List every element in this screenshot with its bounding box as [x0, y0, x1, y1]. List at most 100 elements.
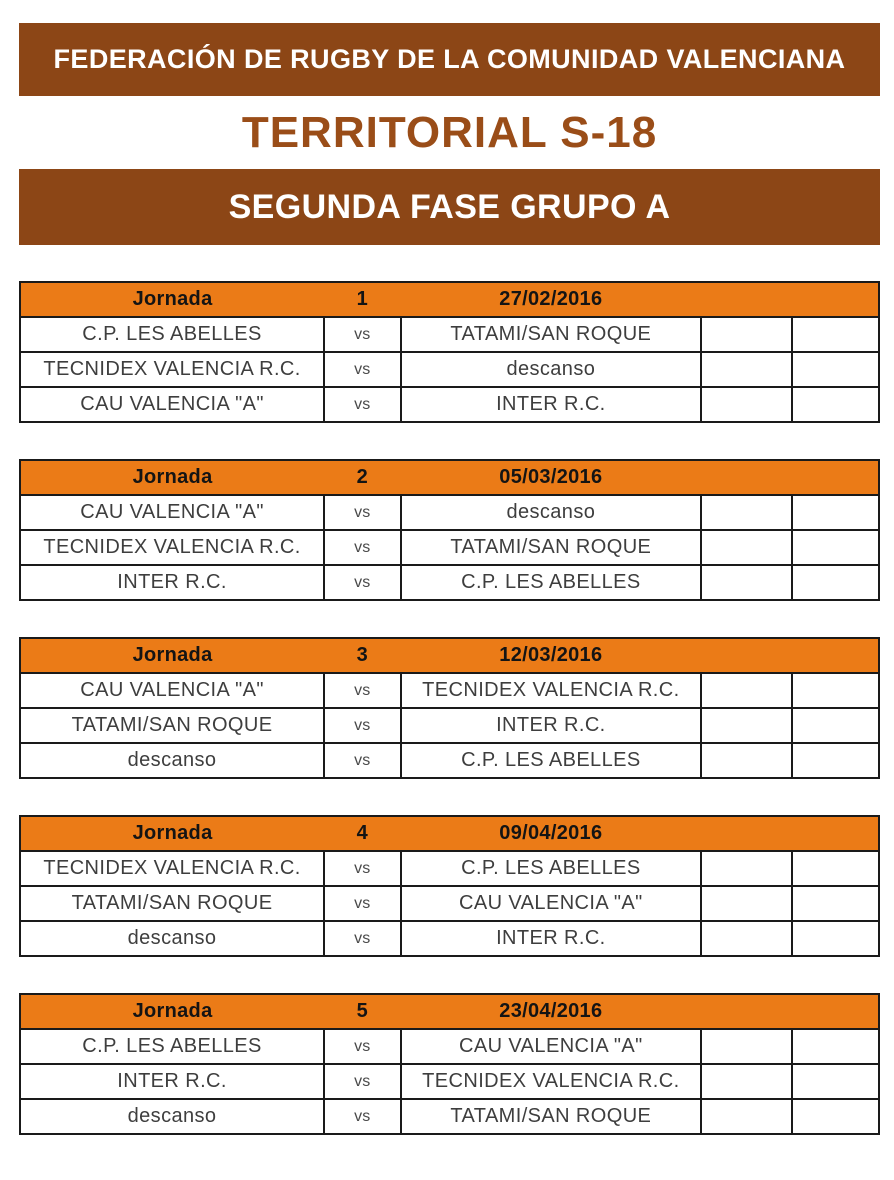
home-team: descanso: [18, 920, 326, 957]
match-row: CAU VALENCIA "A" vs TECNIDEX VALENCIA R.…: [18, 672, 880, 709]
away-team: C.P. LES ABELLES: [399, 564, 703, 601]
home-team: INTER R.C.: [18, 1063, 326, 1100]
jornada-date: 23/04/2016: [400, 993, 702, 1030]
jornada-header-row: Jornada 4 09/04/2016: [18, 815, 880, 852]
away-team: TATAMI/SAN ROQUE: [399, 1098, 703, 1135]
match-row: descanso vs TATAMI/SAN ROQUE: [18, 1098, 880, 1135]
page-title: TERRITORIAL S-18: [241, 107, 658, 157]
home-score-cell: [700, 564, 794, 601]
header-spacer: [701, 993, 793, 1030]
jornada-date: 27/02/2016: [400, 281, 702, 318]
home-team: CAU VALENCIA "A": [18, 494, 326, 531]
away-score-cell: [791, 494, 880, 531]
header-spacer: [701, 459, 793, 496]
jornada-label: Jornada: [18, 815, 325, 852]
home-team: TECNIDEX VALENCIA R.C.: [18, 529, 326, 566]
vs-label: vs: [323, 494, 402, 531]
away-team: TATAMI/SAN ROQUE: [399, 529, 703, 566]
away-score-cell: [791, 920, 880, 957]
match-row: INTER R.C. vs TECNIDEX VALENCIA R.C.: [18, 1063, 880, 1100]
jornada-1-table: Jornada 1 27/02/2016 C.P. LES ABELLES vs…: [18, 281, 880, 423]
match-row: CAU VALENCIA "A" vs descanso: [18, 494, 880, 531]
jornada-date: 12/03/2016: [400, 637, 702, 674]
header-spacer: [701, 637, 793, 674]
jornada-header-row: Jornada 3 12/03/2016: [18, 637, 880, 674]
jornada-2-table: Jornada 2 05/03/2016 CAU VALENCIA "A" vs…: [18, 459, 880, 601]
home-team: C.P. LES ABELLES: [18, 316, 326, 353]
away-team: INTER R.C.: [399, 920, 703, 957]
home-score-cell: [700, 1063, 794, 1100]
home-team: CAU VALENCIA "A": [18, 672, 326, 709]
home-team: CAU VALENCIA "A": [18, 386, 326, 423]
match-row: TECNIDEX VALENCIA R.C. vs TATAMI/SAN ROQ…: [18, 529, 880, 566]
home-score-cell: [700, 351, 794, 388]
away-score-cell: [791, 1063, 880, 1100]
home-score-cell: [700, 1098, 794, 1135]
away-team: C.P. LES ABELLES: [399, 742, 703, 779]
jornada-label: Jornada: [18, 637, 325, 674]
jornada-number: 1: [324, 281, 401, 318]
vs-label: vs: [323, 742, 402, 779]
match-row: TATAMI/SAN ROQUE vs INTER R.C.: [18, 707, 880, 744]
match-row: descanso vs C.P. LES ABELLES: [18, 742, 880, 779]
vs-label: vs: [323, 386, 402, 423]
match-row: TATAMI/SAN ROQUE vs CAU VALENCIA "A": [18, 885, 880, 922]
vs-label: vs: [323, 707, 402, 744]
vs-label: vs: [323, 1028, 402, 1065]
header-spacer: [792, 993, 880, 1030]
jornada-header-row: Jornada 2 05/03/2016: [18, 459, 880, 496]
away-score-cell: [791, 742, 880, 779]
home-score-cell: [700, 494, 794, 531]
vs-label: vs: [323, 1063, 402, 1100]
match-row: INTER R.C. vs C.P. LES ABELLES: [18, 564, 880, 601]
match-row: C.P. LES ABELLES vs TATAMI/SAN ROQUE: [18, 316, 880, 353]
home-score-cell: [700, 707, 794, 744]
jornada-label: Jornada: [18, 993, 325, 1030]
away-team: CAU VALENCIA "A": [399, 1028, 703, 1065]
vs-label: vs: [323, 564, 402, 601]
jornada-date: 09/04/2016: [400, 815, 702, 852]
jornada-5-table: Jornada 5 23/04/2016 C.P. LES ABELLES vs…: [18, 993, 880, 1135]
home-score-cell: [700, 672, 794, 709]
vs-label: vs: [323, 1098, 402, 1135]
home-team: TECNIDEX VALENCIA R.C.: [18, 850, 326, 887]
match-row: CAU VALENCIA "A" vs INTER R.C.: [18, 386, 880, 423]
away-score-cell: [791, 1028, 880, 1065]
jornada-number: 2: [324, 459, 401, 496]
home-score-cell: [700, 742, 794, 779]
jornada-label: Jornada: [18, 281, 325, 318]
vs-label: vs: [323, 850, 402, 887]
jornada-header-row: Jornada 5 23/04/2016: [18, 993, 880, 1030]
away-team: descanso: [399, 351, 703, 388]
match-row: C.P. LES ABELLES vs CAU VALENCIA "A": [18, 1028, 880, 1065]
header-spacer: [792, 281, 880, 318]
away-score-cell: [791, 707, 880, 744]
match-row: TECNIDEX VALENCIA R.C. vs C.P. LES ABELL…: [18, 850, 880, 887]
vs-label: vs: [323, 529, 402, 566]
vs-label: vs: [323, 351, 402, 388]
vs-label: vs: [323, 316, 402, 353]
header-spacer: [701, 815, 793, 852]
away-score-cell: [791, 672, 880, 709]
header-spacer: [792, 815, 880, 852]
home-score-cell: [700, 316, 794, 353]
header-spacer: [792, 459, 880, 496]
jornada-label: Jornada: [18, 459, 325, 496]
jornada-date: 05/03/2016: [400, 459, 702, 496]
jornada-3-table: Jornada 3 12/03/2016 CAU VALENCIA "A" vs…: [18, 637, 880, 779]
away-score-cell: [791, 386, 880, 423]
jornada-number: 4: [324, 815, 401, 852]
home-score-cell: [700, 885, 794, 922]
phase-banner: SEGUNDA FASE GRUPO A: [19, 169, 880, 245]
away-score-cell: [791, 316, 880, 353]
home-team: descanso: [18, 742, 326, 779]
match-row: TECNIDEX VALENCIA R.C. vs descanso: [18, 351, 880, 388]
jornada-4-table: Jornada 4 09/04/2016 TECNIDEX VALENCIA R…: [18, 815, 880, 957]
vs-label: vs: [323, 920, 402, 957]
home-score-cell: [700, 1028, 794, 1065]
away-team: C.P. LES ABELLES: [399, 850, 703, 887]
away-score-cell: [791, 850, 880, 887]
away-team: descanso: [399, 494, 703, 531]
away-team: INTER R.C.: [399, 707, 703, 744]
